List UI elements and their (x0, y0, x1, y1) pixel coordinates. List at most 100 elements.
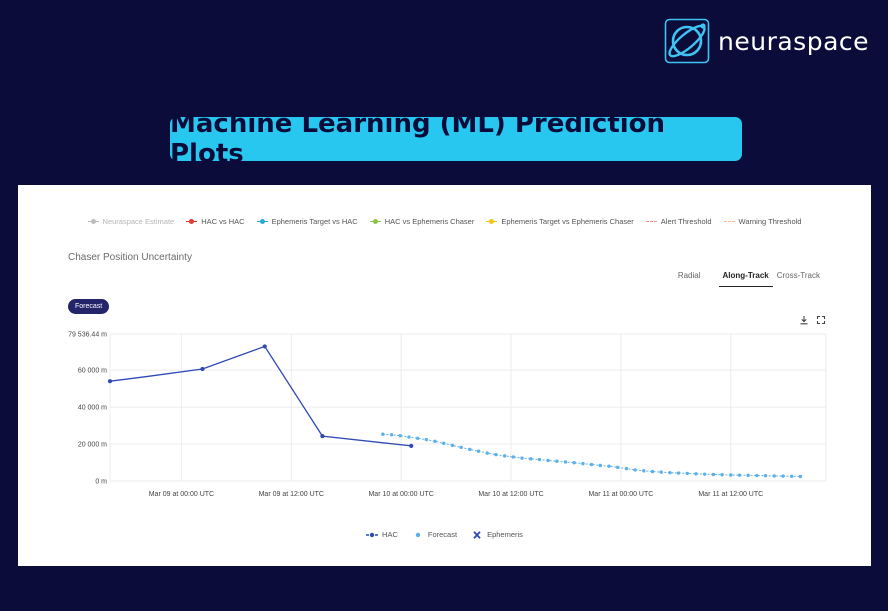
forecast-data-point (572, 461, 576, 465)
legend-label: Forecast (427, 530, 458, 539)
x-tick-label: Mar 09 at 12:00 UTC (259, 491, 324, 498)
forecast-data-point (702, 472, 707, 476)
axis-tabs: Radial Along-Track Cross-Track (674, 271, 824, 287)
forecast-data-point (616, 465, 620, 470)
forecast-data-point (581, 461, 585, 466)
legend-label: Neuraspace Estimate (102, 217, 175, 226)
y-tick-label: 20 000 m (78, 442, 107, 449)
forecast-data-point (494, 452, 498, 457)
hac-series-line (109, 345, 412, 447)
forecast-data-point (772, 474, 776, 478)
y-tick-label: 60 000 m (78, 368, 107, 375)
forecast-data-point (485, 451, 489, 455)
legend-label: Ephemeris Target vs Ephemeris Chaser (501, 217, 634, 226)
hac-data-point (409, 443, 414, 448)
forecast-data-point (642, 469, 646, 473)
legend-label: Ephemeris (487, 530, 523, 539)
forecast-data-point (746, 473, 750, 478)
forecast-data-point (476, 449, 481, 453)
legend-label: Alert Threshold (660, 217, 712, 226)
legend-swatch (369, 219, 381, 224)
x-tick-label: Mar 10 at 12:00 UTC (478, 491, 543, 498)
tab-along-track[interactable]: Along-Track (718, 271, 773, 287)
hac-data-point (320, 433, 325, 439)
forecast-pill[interactable]: Forecast (68, 299, 110, 314)
forecast-data-point (502, 454, 507, 458)
forecast-data-point (633, 468, 637, 472)
legend-item[interactable]: HAC vs Ephemeris Chaser (369, 217, 475, 226)
legend-label: HAC vs HAC (201, 217, 245, 226)
forecast-data-point (763, 474, 768, 478)
legend-label: HAC vs Ephemeris Chaser (384, 217, 475, 226)
hac-data-point (200, 366, 205, 372)
legend-swatch (645, 221, 657, 222)
plot-area: 0 m 20 000 m 40 000 m 60 000 m 79 536.44 m Ma… (68, 332, 827, 498)
forecast-data-point (398, 434, 402, 438)
forecast-data-point (529, 457, 533, 461)
forecast-data-point (659, 470, 663, 474)
expand-icon[interactable] (816, 315, 826, 325)
forecast-data-point (607, 464, 611, 468)
legend-marker (473, 530, 481, 539)
legend-item[interactable]: Alert Threshold (645, 217, 712, 226)
forecast-data-point (650, 469, 655, 474)
legend-swatch (723, 221, 735, 222)
tab-cross-track[interactable]: Cross-Track (776, 271, 820, 280)
forecast-series-line (382, 433, 801, 477)
legend-item[interactable]: Ephemeris Target vs Ephemeris Chaser (486, 217, 634, 226)
x-tick-label: Mar 10 at 00:00 UTC (368, 491, 433, 498)
x-tick-label: Mar 09 at 00:00 UTC (149, 491, 214, 498)
forecast-data-point (415, 436, 420, 441)
download-icon[interactable] (799, 315, 809, 325)
page-title: Machine Learning (ML) Prediction Plots (170, 109, 742, 169)
hac-data-point (107, 379, 113, 384)
brand-name: neuraspace (718, 26, 870, 56)
legend-item[interactable]: Neuraspace Estimate (87, 217, 175, 226)
legend-item[interactable]: Forecast (412, 530, 457, 539)
forecast-data-point (781, 474, 785, 478)
forecast-data-point (442, 441, 446, 445)
forecast-data-point (789, 474, 794, 478)
legend-label: Warning Threshold (738, 217, 802, 226)
chart-panel: 0 m 20 000 m 40 000 m 60 000 m 79 536.44 m Ma… (18, 185, 871, 566)
forecast-data-point (450, 443, 455, 448)
tab-radial[interactable]: Radial (677, 271, 701, 280)
forecast-data-point (520, 456, 524, 460)
forecast-data-point (624, 466, 629, 471)
forecast-data-point (389, 433, 394, 437)
forecast-data-point (511, 455, 516, 459)
legend-label: HAC (382, 530, 398, 539)
legend-marker (415, 532, 421, 537)
legend-item[interactable]: Ephemeris (471, 530, 523, 539)
forecast-data-point (755, 473, 759, 478)
chart-legend: Neuraspace Estimate HAC vs HAC Ephemeris T… (18, 217, 871, 226)
forecast-data-point (711, 472, 716, 477)
legend-swatch (486, 219, 498, 224)
forecast-data-point (676, 471, 681, 475)
legend-swatch (87, 219, 99, 224)
forecast-data-point (598, 463, 603, 468)
legend-item[interactable]: Ephemeris Target vs HAC (256, 217, 358, 226)
brand: neuraspace (664, 18, 869, 64)
forecast-data-point (407, 435, 411, 439)
legend-item[interactable]: HAC (366, 530, 398, 539)
forecast-data-point (563, 460, 568, 464)
forecast-data-point (694, 472, 698, 476)
legend-marker (366, 532, 379, 537)
hac-data-point (262, 344, 267, 349)
forecast-data-point (424, 437, 429, 442)
forecast-data-point (433, 439, 437, 443)
orbit-logo-icon (664, 18, 710, 64)
forecast-data-point (381, 432, 385, 436)
forecast-data-point (468, 447, 472, 452)
legend-item[interactable]: Warning Threshold (723, 217, 802, 226)
forecast-data-point (555, 459, 559, 463)
x-tick-label: Mar 11 at 00:00 UTC (588, 491, 653, 498)
x-tick-label: Mar 11 at 12:00 UTC (698, 491, 763, 498)
forecast-data-point (668, 470, 672, 475)
forecast-data-point (729, 473, 733, 477)
legend-item[interactable]: HAC vs HAC (186, 217, 245, 226)
forecast-data-point (720, 473, 724, 477)
legend-swatch (186, 219, 198, 224)
forecast-data-point (459, 445, 463, 450)
